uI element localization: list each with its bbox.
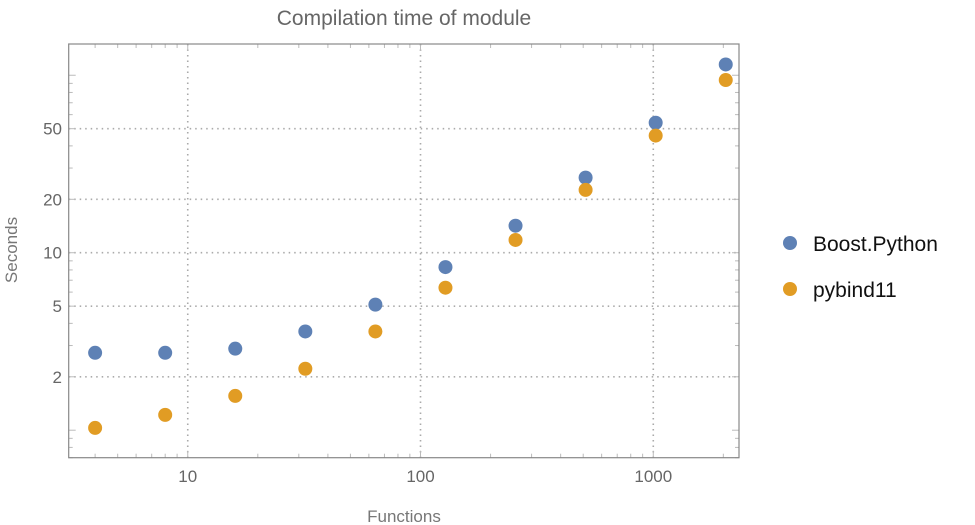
y-tick-label: 20: [43, 190, 62, 209]
tick-labels: 10 100 1000 2 5 10 20 50: [43, 120, 672, 486]
data-points: [88, 57, 733, 435]
data-point-boost-python: [228, 341, 243, 356]
data-point-pybind11: [508, 232, 523, 247]
y-tick-label: 5: [53, 297, 62, 316]
data-point-boost-python: [648, 115, 663, 130]
y-tick-label: 50: [43, 120, 62, 139]
data-point-pybind11: [368, 324, 383, 339]
legend-label: Boost.Python: [813, 233, 938, 256]
data-point-boost-python: [298, 324, 313, 339]
data-point-boost-python: [578, 170, 593, 185]
axis-ticks: [68, 44, 739, 459]
x-tick-label: 10: [178, 467, 197, 486]
data-point-pybind11: [158, 407, 173, 422]
data-point-pybind11: [718, 73, 733, 88]
legend: Boost.Python pybind11: [783, 233, 938, 302]
x-tick-label: 1000: [634, 467, 672, 486]
legend-label: pybind11: [813, 279, 897, 302]
data-point-pybind11: [438, 280, 453, 295]
data-point-boost-python: [158, 345, 173, 360]
data-point-pybind11: [228, 388, 243, 403]
data-point-pybind11: [298, 361, 313, 376]
data-point-boost-python: [368, 297, 383, 312]
legend-marker: [783, 236, 797, 250]
x-tick-label: 100: [406, 467, 434, 486]
grid-lines: [68, 44, 739, 458]
data-point-boost-python: [88, 345, 103, 360]
data-point-boost-python: [438, 260, 453, 275]
chart-title: Compilation time of module: [277, 7, 531, 30]
y-tick-label: 10: [43, 244, 62, 263]
data-point-pybind11: [88, 420, 103, 435]
legend-marker: [783, 282, 797, 296]
data-point-pybind11: [648, 128, 663, 143]
y-tick-label: 2: [53, 368, 62, 387]
data-point-boost-python: [718, 57, 733, 72]
y-axis-label: Seconds: [2, 217, 21, 283]
data-point-pybind11: [578, 182, 593, 197]
plot-frame: [68, 43, 740, 459]
x-axis-label: Functions: [367, 507, 441, 525]
data-point-boost-python: [508, 218, 523, 233]
